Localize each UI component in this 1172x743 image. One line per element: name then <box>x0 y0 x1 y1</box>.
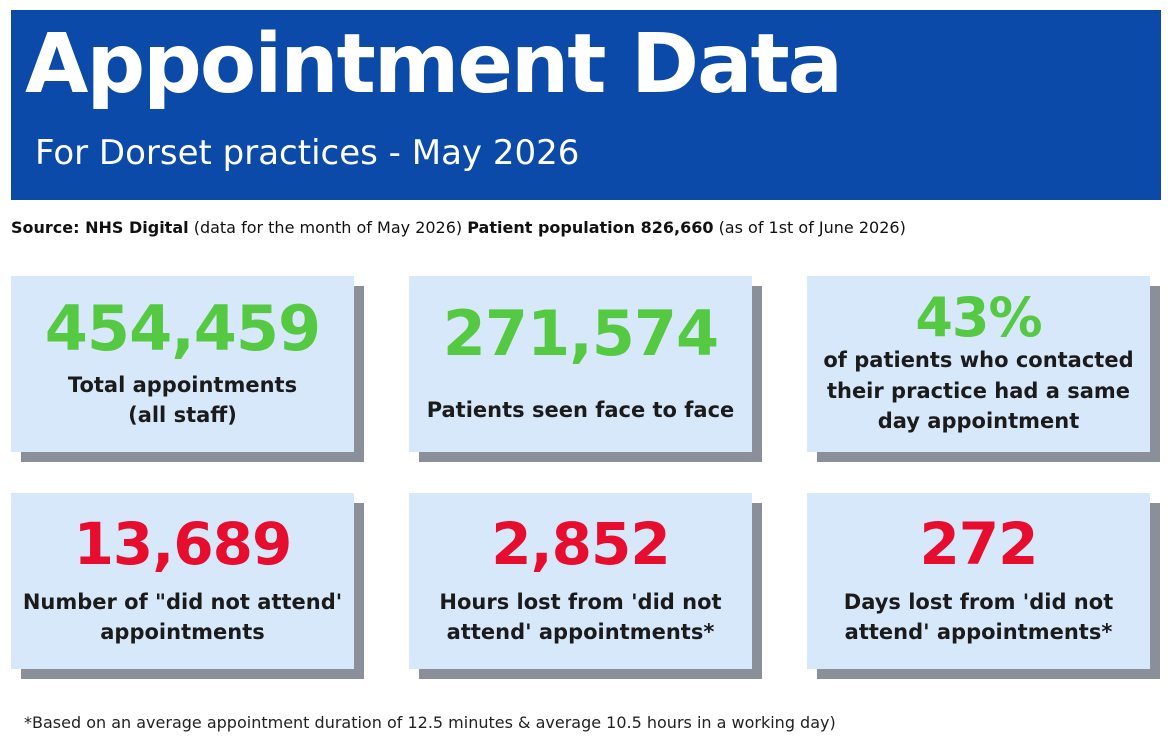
stat-card-hours-lost: 2,852 Hours lost from 'did not attend' a… <box>409 493 752 669</box>
source-line: Source: NHS Digital (data for the month … <box>11 218 906 237</box>
source-detail: (data for the month of May 2026) <box>193 218 463 237</box>
patient-population: Patient population 826,660 <box>467 218 714 237</box>
population-date: (as of 1st of June 2026) <box>718 218 906 237</box>
stat-label-line: Total appointments <box>67 372 298 397</box>
title-banner: Appointment Data For Dorset practices - … <box>11 10 1161 200</box>
stat-label-line: day appointment <box>877 409 1080 434</box>
stat-label-line: of patients who contacted <box>823 348 1134 373</box>
stat-label-line: Days lost from 'did not <box>843 589 1114 614</box>
stat-label-line: appointments <box>100 620 265 644</box>
stat-card-days-lost: 272 Days lost from 'did not attend' appo… <box>807 493 1150 669</box>
stat-value: 271,574 <box>442 296 719 370</box>
stat-label-line: (all staff) <box>128 403 237 427</box>
footnote: *Based on an average appointment duratio… <box>24 713 836 732</box>
stat-card-face-to-face: 271,574 Patients seen face to face <box>409 276 752 452</box>
stat-label-line: Patients seen face to face <box>426 397 735 422</box>
stat-card-dna-count: 13,689 Number of "did not attend' appoin… <box>11 493 354 669</box>
stat-card-total-appointments: 454,459 Total appointments (all staff) <box>11 276 354 452</box>
page-title: Appointment Data <box>25 17 843 112</box>
stat-card-same-day: 43% of patients who contacted their prac… <box>807 276 1150 452</box>
stat-value: 272 <box>919 509 1038 578</box>
stat-label-line: their practice had a same <box>826 378 1131 403</box>
page-subtitle: For Dorset practices - May 2026 <box>35 133 580 173</box>
stat-value: 13,689 <box>73 509 293 578</box>
stat-value: 454,459 <box>44 291 321 365</box>
stat-label-line: Hours lost from 'did not <box>439 589 722 614</box>
stat-label-line: attend' appointments* <box>446 620 715 644</box>
stat-label-line: attend' appointments* <box>844 620 1113 644</box>
stat-value: 43% <box>915 286 1042 350</box>
stat-value: 2,852 <box>491 509 670 578</box>
source-label: Source: NHS Digital <box>11 218 189 237</box>
stat-label-line: Number of "did not attend' <box>22 589 343 614</box>
